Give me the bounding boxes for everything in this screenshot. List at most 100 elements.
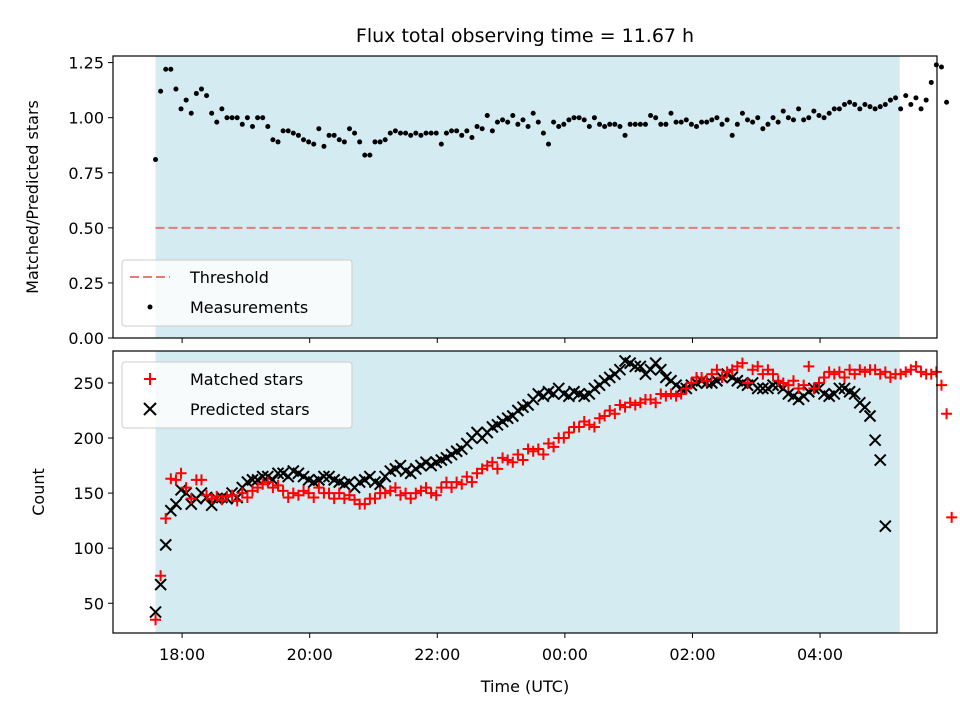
bottom-y-tick-label: 200 [73, 429, 104, 448]
bottom-y-tick-label: 50 [84, 594, 104, 613]
measurement-point [893, 95, 899, 101]
top-y-ticks: 0.00 0.25 0.50 0.75 1.00 1.25 [68, 54, 113, 348]
matched-star-point [241, 492, 253, 504]
matched-star-point [165, 473, 177, 485]
measurement-point [397, 130, 403, 136]
matched-star-points [150, 357, 958, 626]
predicted-star-point [629, 360, 642, 373]
predicted-star-point [164, 504, 178, 517]
measurement-point [306, 139, 312, 145]
top-panel: 0.00 0.25 0.50 0.75 1.00 1.25 Matched/Predict… [23, 54, 950, 348]
measurement-point [607, 121, 613, 127]
bottom-legend: Matched stars Predicted stars [121, 361, 353, 429]
measurement-point [188, 110, 194, 116]
matched-star-point [895, 368, 907, 380]
matched-star-point [752, 360, 764, 372]
legend-predicted-swatch [143, 402, 157, 416]
measurement-point [816, 112, 822, 118]
measurement-point [581, 117, 587, 123]
matched-star-point [532, 443, 544, 455]
measurement-point [637, 121, 643, 127]
measurement-point [489, 128, 495, 134]
measurement-point [699, 119, 705, 125]
matched-star-point [675, 388, 687, 400]
predicted-star-point [246, 473, 259, 487]
matched-star-point [389, 482, 401, 494]
matched-star-point [716, 371, 728, 383]
measurement-point [403, 130, 409, 136]
measurement-point [872, 106, 878, 112]
predicted-star-point [874, 453, 887, 467]
matched-star-point [599, 410, 611, 422]
matched-star-point [665, 388, 677, 400]
matched-star-point [772, 375, 784, 387]
measurement-point [454, 128, 460, 134]
measurement-point [392, 128, 398, 134]
measurement-point [311, 141, 317, 147]
measurement-point [668, 110, 674, 116]
top-y-tick-label: 1.00 [68, 109, 104, 128]
measurement-point [576, 115, 582, 121]
measurement-point [586, 124, 592, 129]
measurement-point [510, 112, 516, 118]
matched-star-point [594, 412, 606, 424]
bottom-y-tick-label: 100 [73, 539, 104, 558]
measurement-point [367, 152, 373, 158]
measurement-point [617, 124, 623, 129]
measurement-point [193, 90, 199, 96]
measurement-point [847, 99, 853, 105]
measurement-point [234, 115, 240, 121]
top-y-tick-label: 1.25 [68, 54, 104, 73]
measurement-point [352, 130, 358, 136]
top-y-tick-label: 0.75 [68, 164, 104, 183]
measurement-point [729, 132, 735, 138]
matched-star-point [451, 476, 463, 488]
measurement-point [336, 137, 342, 143]
predicted-star-point [751, 382, 764, 395]
measurement-point [811, 108, 817, 114]
matched-star-point [379, 487, 391, 499]
measurement-point [540, 130, 546, 136]
matched-star-point [721, 366, 733, 378]
matched-star-point [629, 399, 641, 411]
matched-star-point [838, 371, 850, 383]
matched-star-point [267, 482, 279, 494]
measurement-point [750, 119, 756, 125]
matched-star-point [650, 397, 662, 409]
top-y-tick-label: 0.00 [68, 329, 104, 348]
measurement-point [755, 115, 761, 121]
measurement-point [556, 124, 562, 129]
measurement-point [239, 121, 245, 127]
matched-star-point [180, 482, 192, 494]
predicted-star-point [317, 470, 331, 483]
measurement-point [443, 130, 449, 136]
legend-matched-swatch [144, 373, 156, 385]
matched-star-point [736, 357, 748, 369]
predicted-star-point [848, 387, 861, 401]
matched-star-point [328, 493, 340, 505]
measurement-point [500, 117, 506, 123]
bottom-y-tick-label: 150 [73, 484, 104, 503]
matched-star-point [456, 478, 468, 490]
top-axes-frame [112, 55, 938, 339]
matched-star-point [491, 463, 503, 475]
predicted-star-point [149, 605, 162, 619]
measurement-point [290, 130, 296, 136]
matched-star-point [558, 432, 570, 444]
matched-star-point [272, 479, 284, 491]
measurement-point [265, 124, 271, 129]
matched-star-point [262, 476, 274, 488]
matched-star-point [435, 482, 447, 494]
matched-star-point [879, 366, 891, 378]
top-x-ticks [181, 338, 821, 343]
measurement-point [255, 115, 261, 121]
measurement-point [346, 126, 352, 132]
measurement-point [852, 101, 858, 107]
measurement-point [591, 115, 597, 121]
measurement-point [418, 132, 424, 138]
matched-star-point [308, 492, 320, 504]
measurement-point [464, 128, 470, 134]
matched-star-point [537, 449, 549, 461]
measurement-point [693, 124, 699, 129]
